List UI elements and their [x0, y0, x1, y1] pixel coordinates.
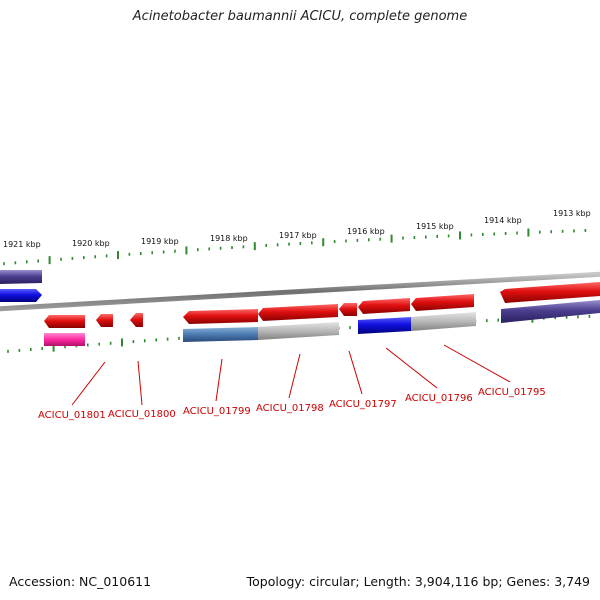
kbp-label: 1919 kbp [141, 237, 179, 246]
feature-indigo[interactable] [0, 270, 42, 284]
gene-label[interactable]: ACICU_01798 [256, 403, 324, 414]
gene-labels: ACICU_01801 ACICU_01800 ACICU_01799 ACIC… [38, 387, 546, 421]
feature-red-arrow[interactable] [130, 313, 143, 327]
feature-red-arrow[interactable] [500, 282, 600, 303]
leader-line [385, 347, 438, 389]
map-title: Acinetobacter baumannii ACICU, complete … [132, 9, 468, 24]
feature-red-arrow[interactable] [183, 309, 258, 324]
top-tick-track [3, 228, 587, 266]
feature-red-arrow[interactable] [358, 298, 410, 314]
accession-text: Accession: NC_010611 [9, 574, 152, 589]
leader-line [71, 361, 106, 406]
leader-line [288, 353, 301, 399]
leader-line [137, 360, 143, 406]
gene-label[interactable]: ACICU_01799 [183, 406, 251, 417]
gene-label[interactable]: ACICU_01797 [329, 399, 397, 410]
kbp-label: 1917 kbp [279, 231, 317, 240]
gene-label[interactable]: ACICU_01796 [405, 393, 473, 404]
kbp-label: 1920 kbp [72, 239, 110, 248]
feature-indigo[interactable] [501, 300, 600, 323]
kbp-label: 1921 kbp [3, 240, 41, 249]
leader-line [348, 350, 363, 395]
kbp-label: 1916 kbp [347, 227, 385, 236]
feature-blue[interactable] [358, 317, 411, 334]
kbp-scale: 1921 kbp 1920 kbp 1919 kbp 1918 kbp 1917… [3, 209, 591, 249]
leader-line [443, 344, 511, 383]
feature-gray[interactable] [411, 312, 476, 331]
feature-blue-arrow[interactable] [0, 289, 42, 302]
gene-label[interactable]: ACICU_01800 [108, 409, 176, 420]
genome-summary-text: Topology: circular; Length: 3,904,116 bp… [246, 574, 590, 589]
kbp-label: 1918 kbp [210, 234, 248, 243]
kbp-label: 1914 kbp [484, 216, 522, 225]
feature-steelblue[interactable] [183, 327, 258, 342]
feature-red-arrow[interactable] [258, 304, 338, 321]
gene-label[interactable]: ACICU_01801 [38, 410, 106, 421]
feature-red-arrow[interactable] [96, 314, 113, 327]
feature-track-outer [0, 270, 600, 303]
feature-red-arrow[interactable] [44, 315, 85, 328]
feature-gray[interactable] [258, 322, 339, 340]
feature-magenta[interactable] [44, 333, 85, 346]
feature-track-inner [44, 294, 600, 346]
kbp-label: 1913 kbp [553, 209, 591, 218]
kbp-label: 1915 kbp [416, 222, 454, 231]
feature-red-arrow[interactable] [339, 303, 357, 316]
leader-line [215, 358, 223, 402]
feature-red-arrow[interactable] [411, 294, 474, 311]
genome-backbone [0, 271, 600, 312]
gene-label[interactable]: ACICU_01795 [478, 387, 546, 398]
gene-label-leaders [71, 344, 511, 406]
